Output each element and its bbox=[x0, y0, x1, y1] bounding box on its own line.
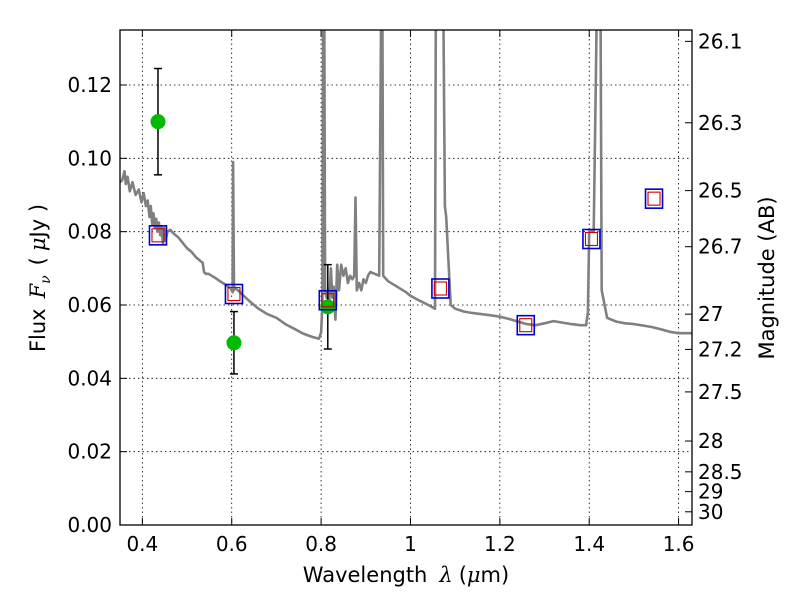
right-tick-label: 27 bbox=[698, 302, 723, 326]
model-square-inner bbox=[519, 318, 533, 333]
y-tick-label: 0.06 bbox=[67, 293, 112, 317]
x-tick-label: 1.2 bbox=[484, 532, 516, 556]
model-square-outer bbox=[582, 228, 601, 250]
right-tick-label: 26.1 bbox=[698, 29, 743, 53]
model-square-inner bbox=[584, 231, 599, 247]
plot-area bbox=[120, 30, 692, 375]
x-tick-label: 0.8 bbox=[305, 532, 337, 556]
model-square-inner bbox=[647, 191, 661, 206]
right-axis-label: Magnitude (AB) bbox=[755, 196, 779, 359]
model-square-outer bbox=[224, 283, 244, 305]
x-tick-label: 1.4 bbox=[573, 532, 605, 556]
right-tick-label: 27.2 bbox=[698, 337, 743, 361]
x-tick-label: 1.6 bbox=[663, 532, 695, 556]
model-square-inner bbox=[321, 293, 335, 308]
y-tick-label: 0.10 bbox=[67, 146, 112, 170]
model-square-outer bbox=[644, 188, 664, 209]
right-tick-label: 26.7 bbox=[698, 235, 743, 259]
x-tick-label: 0.4 bbox=[126, 532, 158, 556]
y-tick-label: 0.04 bbox=[67, 366, 112, 390]
x-axis-label: Wavelength λ (μm) bbox=[303, 563, 509, 587]
right-tick-label: 26.3 bbox=[698, 111, 743, 135]
x-tick-label: 0.6 bbox=[216, 532, 248, 556]
model-square-outer bbox=[148, 225, 168, 246]
right-tick-label: 28 bbox=[698, 429, 723, 453]
model-spectrum-line bbox=[120, 30, 692, 340]
model-square-inner bbox=[151, 228, 165, 243]
right-tick-label: 27.5 bbox=[698, 380, 743, 404]
right-tick-label: 26.5 bbox=[698, 179, 743, 203]
y-tick-label: 0.02 bbox=[67, 440, 112, 464]
right-tick-label: 29 bbox=[698, 480, 723, 504]
x-tick-label: 1 bbox=[404, 532, 417, 556]
model-square-inner bbox=[227, 286, 241, 302]
grid bbox=[120, 30, 692, 526]
observed-point bbox=[226, 335, 242, 351]
y-tick-label: 0.12 bbox=[67, 73, 112, 97]
model-square-outer bbox=[431, 278, 450, 299]
right-tick-label: 28.5 bbox=[698, 460, 743, 484]
plot-frame bbox=[119, 29, 693, 526]
ticks: 0.4 0.6 0.8 1 1.2 1.4 1.6 0.00 0.02 0.04 0.06 0.08 0… bbox=[67, 29, 742, 556]
model-square-inner bbox=[433, 281, 447, 296]
model-square-outer bbox=[516, 314, 536, 336]
y-tick-label: 0.00 bbox=[67, 513, 112, 537]
y-tick-label: 0.08 bbox=[67, 220, 112, 244]
right-tick-label: 30 bbox=[698, 500, 723, 524]
observed-point bbox=[150, 114, 166, 130]
y-axis-label: FluxFν(μJy ) bbox=[26, 204, 54, 352]
model-square-outer bbox=[318, 289, 338, 311]
